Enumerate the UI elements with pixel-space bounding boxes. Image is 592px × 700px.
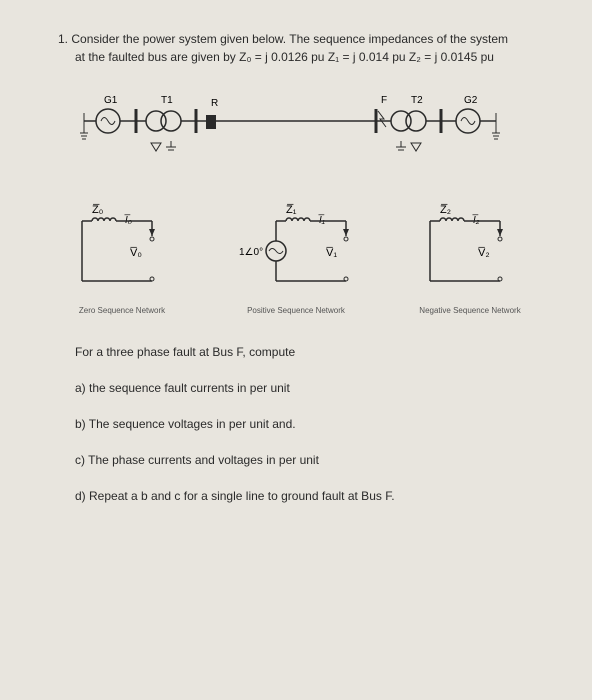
t2-label: T2: [411, 95, 423, 106]
part-d: d) Repeat a b and c for a single line to…: [75, 489, 552, 503]
question-line1: Consider the power system given below. T…: [71, 32, 508, 46]
negative-sequence: Z̅₂ I̅₂ V̅₂ Negative Sequence Network: [415, 201, 525, 315]
g1-label: G1: [104, 95, 118, 106]
i1-label: I̅₁: [318, 214, 325, 226]
question-text: 1. Consider the power system given below…: [40, 30, 552, 66]
part-c: c) The phase currents and voltages in pe…: [75, 453, 552, 467]
z0-label: Z̅₀: [92, 204, 103, 216]
question-line2: at the faulted bus are given by Z₀ = j 0…: [75, 50, 494, 64]
z1-label: Z̅₁: [286, 204, 297, 216]
pos-caption: Positive Sequence Network: [231, 306, 361, 315]
neg-seq-svg: Z̅₂ I̅₂ V̅₂: [415, 201, 525, 296]
sequence-networks: Z̅₀ I̅₀ V̅₀ Zero Sequence Network Z̅₁ I̅…: [40, 201, 552, 315]
question-number: 1.: [58, 32, 68, 46]
z2-label: Z̅₂: [440, 204, 451, 216]
part-b: b) The sequence voltages in per unit and…: [75, 417, 552, 431]
i0-label: I̅₀: [124, 214, 132, 226]
neg-caption: Negative Sequence Network: [415, 306, 525, 315]
t1-label: T1: [161, 95, 173, 106]
system-svg: G1 T1 R F T2: [66, 91, 526, 171]
f-label: F: [381, 95, 387, 106]
power-system-diagram: G1 T1 R F T2: [40, 91, 552, 171]
zero-sequence: Z̅₀ I̅₀ V̅₀ Zero Sequence Network: [67, 201, 177, 315]
zero-seq-svg: Z̅₀ I̅₀ V̅₀: [67, 201, 177, 296]
source-label: 1∠0°: [239, 247, 263, 258]
positive-sequence: Z̅₁ I̅₁ V̅₁ 1∠0° Positive Sequence Netwo…: [231, 201, 361, 315]
part-intro: For a three phase fault at Bus F, comput…: [75, 345, 552, 359]
v2-label: V̅₂: [478, 247, 490, 259]
v1-label: V̅₁: [326, 247, 338, 259]
i2-label: I̅₂: [472, 214, 479, 226]
r-label: R: [211, 98, 218, 109]
zero-caption: Zero Sequence Network: [67, 306, 177, 315]
pos-seq-svg: Z̅₁ I̅₁ V̅₁ 1∠0°: [231, 201, 361, 296]
v0-label: V̅₀: [130, 247, 142, 259]
g2-label: G2: [464, 95, 478, 106]
part-a: a) the sequence fault currents in per un…: [75, 381, 552, 395]
